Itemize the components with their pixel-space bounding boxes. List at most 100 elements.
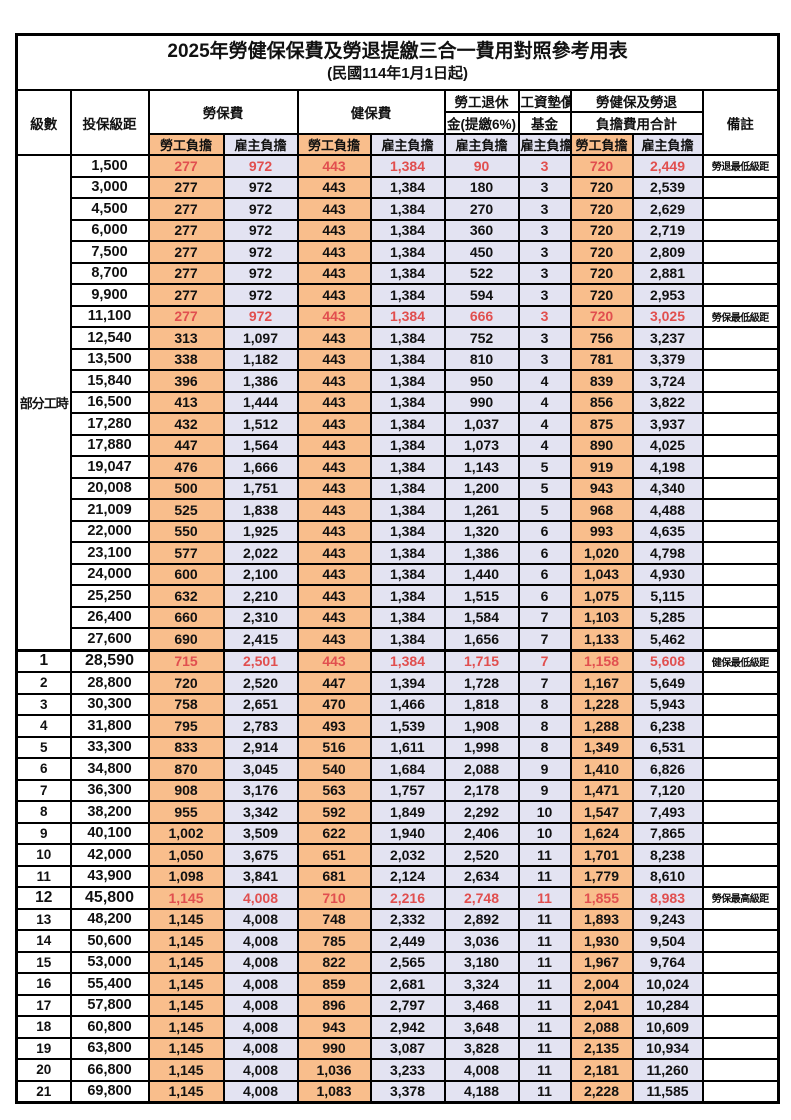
subheader-total-employee: 勞工負擔 [569,133,634,156]
value-cell: 522 [443,261,520,285]
value-cell: 9,504 [631,929,704,953]
value-cell: 990 [296,1036,372,1060]
value-cell: 1,838 [222,498,299,522]
value-cell: 516 [296,735,372,759]
value-cell: 2,719 [631,218,704,242]
value-cell: 752 [443,326,520,350]
value-cell: 1,384 [369,412,446,436]
value-cell: 908 [147,778,225,802]
value-cell: 1,849 [369,800,446,824]
value-cell: 1,564 [222,433,299,457]
value-cell: 3,379 [631,347,704,371]
table-row: 17,880 447 1,564 443 1,384 1,073 4 890 4,025 [17,433,780,457]
note-cell [701,584,780,608]
value-cell: 500 [147,476,225,500]
value-cell: 413 [147,390,225,414]
value-cell: 1,073 [443,433,520,457]
note-cell [701,929,780,953]
table-row: 1 28,590 715 2,501 443 1,384 1,715 7 1,158 5,608 健… [15,648,780,673]
note-cell [701,433,780,457]
value-cell: 1,751 [222,476,299,500]
value-cell: 2,651 [222,692,299,716]
value-cell: 443 [296,197,372,221]
value-cell: 1,288 [569,714,634,738]
value-cell: 972 [222,154,299,178]
table-row: 14 50,600 1,145 4,008 785 2,449 3,036 11 1,930 9,… [15,929,780,953]
value-cell: 8 [517,735,572,759]
value-cell: 5,285 [631,605,704,629]
bracket-cell: 63,800 [69,1036,150,1060]
note-cell [701,821,780,845]
value-cell: 1,728 [443,671,520,695]
value-cell: 432 [147,412,225,436]
note-cell [701,972,780,996]
value-cell: 443 [296,412,372,436]
value-cell: 443 [296,476,372,500]
value-cell: 1,384 [369,218,446,242]
value-cell: 955 [147,800,225,824]
bracket-cell: 16,500 [69,390,150,414]
value-cell: 1,701 [569,843,634,867]
bracket-cell: 31,800 [69,714,150,738]
value-cell: 632 [147,584,225,608]
value-cell: 1,384 [369,326,446,350]
bracket-cell: 20,008 [69,476,150,500]
value-cell: 1,757 [369,778,446,802]
value-cell: 2,004 [569,972,634,996]
bracket-cell: 40,100 [69,821,150,845]
value-cell: 8 [517,714,572,738]
note-cell [701,283,780,307]
value-cell: 8 [517,692,572,716]
value-cell: 443 [296,154,372,178]
value-cell: 4 [517,390,572,414]
value-cell: 6 [517,541,572,565]
bracket-cell: 19,047 [69,455,150,479]
value-cell: 443 [296,390,372,414]
value-cell: 396 [147,369,225,393]
value-cell: 3 [517,326,572,350]
value-cell: 3,509 [222,821,299,845]
value-cell: 7 [517,648,572,673]
bracket-cell: 23,100 [69,541,150,565]
bracket-cell: 13,500 [69,347,150,371]
value-cell: 651 [296,843,372,867]
value-cell: 3,324 [443,972,520,996]
table-row: 8 38,200 955 3,342 592 1,849 2,292 10 1,547 7,493 [15,800,780,824]
value-cell: 2,228 [569,1079,634,1104]
table-row: 20,008 500 1,751 443 1,384 1,200 5 943 4,340 [17,476,780,500]
header-total-line1: 勞健保及勞退 [569,89,704,113]
bracket-cell: 17,880 [69,433,150,457]
bracket-cell: 66,800 [69,1058,150,1082]
value-cell: 715 [147,648,225,673]
value-cell: 1,666 [222,455,299,479]
value-cell: 1,145 [147,1058,225,1082]
value-cell: 972 [222,261,299,285]
table-row: 10 42,000 1,050 3,675 651 2,032 2,520 11 1,701 8,… [15,843,780,867]
value-cell: 4,008 [222,972,299,996]
value-cell: 10 [517,821,572,845]
level-cell: 11 [15,864,72,888]
value-cell: 1,384 [369,369,446,393]
value-cell: 5,649 [631,671,704,695]
subheader-labor-employer: 雇主負擔 [222,133,299,156]
note-cell [701,240,780,264]
bracket-cell: 42,000 [69,843,150,867]
value-cell: 2,520 [443,843,520,867]
bracket-cell: 45,800 [69,886,150,910]
value-cell: 943 [569,476,634,500]
value-cell: 1,471 [569,778,634,802]
value-cell: 972 [222,218,299,242]
value-cell: 795 [147,714,225,738]
value-cell: 277 [147,283,225,307]
value-cell: 756 [569,326,634,350]
value-cell: 443 [296,283,372,307]
value-cell: 1,036 [296,1058,372,1082]
value-cell: 443 [296,326,372,350]
value-cell: 1,158 [569,648,634,673]
value-cell: 4 [517,369,572,393]
table-row: 3 30,300 758 2,651 470 1,466 1,818 8 1,228 5,943 [15,692,780,716]
table-row: 4 31,800 795 2,783 493 1,539 1,908 8 1,288 6,238 [15,714,780,738]
value-cell: 4 [517,412,572,436]
value-cell: 6,531 [631,735,704,759]
note-cell [701,1015,780,1039]
